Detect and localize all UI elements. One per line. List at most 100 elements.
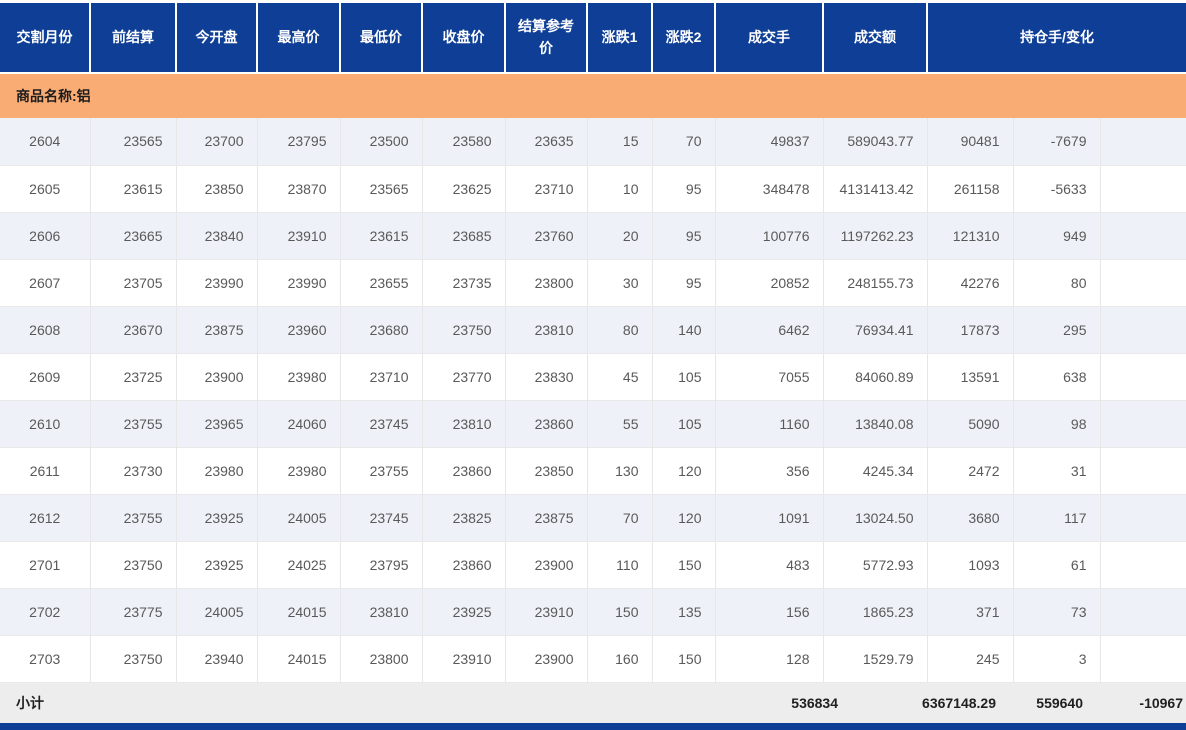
change-2-cell: 95 — [652, 259, 716, 307]
filler-cell — [1100, 588, 1186, 636]
col-header-volume: 成交手 — [715, 3, 824, 74]
open-price-cell: 23875 — [176, 306, 258, 354]
change-2-cell: 105 — [652, 400, 716, 448]
settlement-ref-price-cell: 23800 — [505, 259, 588, 307]
change-1-cell: 130 — [587, 447, 653, 495]
filler-cell — [1100, 494, 1186, 542]
settlement-ref-price-cell: 23810 — [505, 306, 588, 354]
quote-row-2609: 2609 23725 23900 23980 23710 23770 23830 45 105 7… — [0, 353, 1186, 401]
col-header-close-price: 收盘价 — [422, 3, 506, 74]
delivery-month-cell: 2612 — [0, 494, 91, 542]
change-1-cell: 70 — [587, 494, 653, 542]
settlement-ref-price-cell: 23830 — [505, 353, 588, 401]
settlement-ref-price-cell: 23850 — [505, 447, 588, 495]
open-price-cell: 24005 — [176, 588, 258, 636]
open-interest-cell: 90481 — [927, 118, 1014, 166]
prev-settlement-cell: 23725 — [90, 353, 177, 401]
change-1-cell: 80 — [587, 306, 653, 354]
subtotal-open-interest: 559640 — [1036, 694, 1083, 711]
oi-change-cell: 295 — [1013, 306, 1101, 354]
subtotal-label: 小计 — [16, 694, 44, 711]
volume-lots-cell: 7055 — [715, 353, 824, 401]
low-price-cell: 23500 — [340, 118, 423, 166]
volume-lots-cell: 1160 — [715, 400, 824, 448]
close-price-cell: 23860 — [422, 541, 506, 589]
turnover-cell: 4245.34 — [823, 447, 928, 495]
change-1-cell: 160 — [587, 635, 653, 683]
footer-bar — [0, 722, 1186, 730]
change-1-cell: 10 — [587, 165, 653, 213]
open-price-cell: 23925 — [176, 494, 258, 542]
open-interest-cell: 371 — [927, 588, 1014, 636]
oi-change-cell: 80 — [1013, 259, 1101, 307]
settlement-ref-price-cell: 23760 — [505, 212, 588, 260]
low-price-cell: 23755 — [340, 447, 423, 495]
open-interest-cell: 121310 — [927, 212, 1014, 260]
oi-change-cell: 73 — [1013, 588, 1101, 636]
quote-row-2604: 2604 23565 23700 23795 23500 23580 23635 15 70 49… — [0, 118, 1186, 166]
table-body: 商品名称:铝 2604 23565 23700 23795 23500 23580 2363… — [0, 73, 1186, 683]
low-price-cell: 23655 — [340, 259, 423, 307]
open-price-cell: 23940 — [176, 635, 258, 683]
prev-settlement-cell: 23750 — [90, 541, 177, 589]
low-price-cell: 23745 — [340, 400, 423, 448]
volume-lots-cell: 356 — [715, 447, 824, 495]
high-price-cell: 24025 — [257, 541, 341, 589]
oi-change-cell: 31 — [1013, 447, 1101, 495]
delivery-month-cell: 2606 — [0, 212, 91, 260]
volume-lots-cell: 348478 — [715, 165, 824, 213]
high-price-cell: 24060 — [257, 400, 341, 448]
subtotal-row: 小计 536834 6367148.29 559640 -10967 — [0, 682, 1186, 723]
open-price-cell: 23925 — [176, 541, 258, 589]
delivery-month-cell: 2607 — [0, 259, 91, 307]
col-header-low-price: 最低价 — [340, 3, 423, 74]
high-price-cell: 23870 — [257, 165, 341, 213]
prev-settlement-cell: 23705 — [90, 259, 177, 307]
turnover-cell: 1865.23 — [823, 588, 928, 636]
col-header-turnover: 成交额 — [823, 3, 928, 74]
subtotal-oi-change: -10967 — [1139, 694, 1183, 711]
delivery-month-cell: 2608 — [0, 306, 91, 354]
filler-cell — [1100, 400, 1186, 448]
high-price-cell: 23910 — [257, 212, 341, 260]
col-header-settlement-ref-price: 结算参考价 — [505, 3, 588, 74]
prev-settlement-cell: 23775 — [90, 588, 177, 636]
high-price-cell: 23980 — [257, 447, 341, 495]
high-price-cell: 23980 — [257, 353, 341, 401]
volume-lots-cell: 6462 — [715, 306, 824, 354]
open-price-cell: 23980 — [176, 447, 258, 495]
close-price-cell: 23735 — [422, 259, 506, 307]
turnover-cell: 84060.89 — [823, 353, 928, 401]
delivery-month-cell: 2604 — [0, 118, 91, 166]
oi-change-cell: 61 — [1013, 541, 1101, 589]
change-2-cell: 150 — [652, 635, 716, 683]
table-header: 交割月份 前结算 今开盘 最高价 最低价 收盘价 结算参考价 涨跌1 涨跌2 成… — [0, 3, 1186, 74]
filler-cell — [1100, 447, 1186, 495]
close-price-cell: 23750 — [422, 306, 506, 354]
high-price-cell: 23990 — [257, 259, 341, 307]
prev-settlement-cell: 23615 — [90, 165, 177, 213]
close-price-cell: 23925 — [422, 588, 506, 636]
delivery-month-cell: 2703 — [0, 635, 91, 683]
turnover-cell: 1529.79 — [823, 635, 928, 683]
delivery-month-cell: 2610 — [0, 400, 91, 448]
close-price-cell: 23860 — [422, 447, 506, 495]
open-interest-cell: 17873 — [927, 306, 1014, 354]
low-price-cell: 23710 — [340, 353, 423, 401]
change-1-cell: 15 — [587, 118, 653, 166]
turnover-cell: 5772.93 — [823, 541, 928, 589]
volume-lots-cell: 1091 — [715, 494, 824, 542]
prev-settlement-cell: 23755 — [90, 400, 177, 448]
turnover-cell: 589043.77 — [823, 118, 928, 166]
change-1-cell: 110 — [587, 541, 653, 589]
change-2-cell: 150 — [652, 541, 716, 589]
high-price-cell: 24015 — [257, 635, 341, 683]
high-price-cell: 24015 — [257, 588, 341, 636]
turnover-cell: 76934.41 — [823, 306, 928, 354]
quote-row-2611: 2611 23730 23980 23980 23755 23860 23850 130 120… — [0, 447, 1186, 495]
low-price-cell: 23615 — [340, 212, 423, 260]
col-header-change-2: 涨跌2 — [652, 3, 716, 74]
close-price-cell: 23810 — [422, 400, 506, 448]
filler-cell — [1100, 635, 1186, 683]
turnover-cell: 1197262.23 — [823, 212, 928, 260]
